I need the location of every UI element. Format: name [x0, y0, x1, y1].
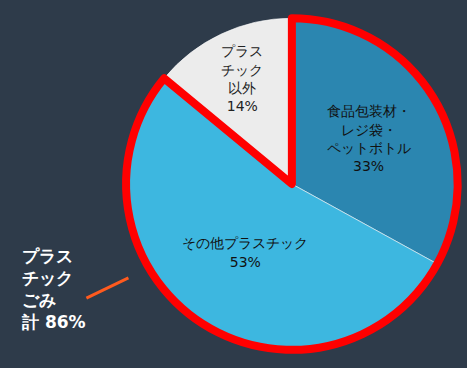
svg-text:プラスチックごみ計 86%: プラスチックごみ計 86%	[21, 246, 86, 332]
svg-text:プラスチック以外14%: プラスチック以外14%	[221, 43, 263, 114]
html-text:食品包装材・: 食品包装材・	[326, 103, 411, 120]
html-text:53%: 53%	[229, 253, 261, 270]
html-text:その他プラスチック: その他プラスチック	[182, 235, 309, 252]
html-text:レジ袋・: レジ袋・	[340, 121, 397, 138]
html-text:ペットボトル: ペットボトル	[326, 139, 411, 156]
html-text:33%: 33%	[353, 157, 385, 174]
